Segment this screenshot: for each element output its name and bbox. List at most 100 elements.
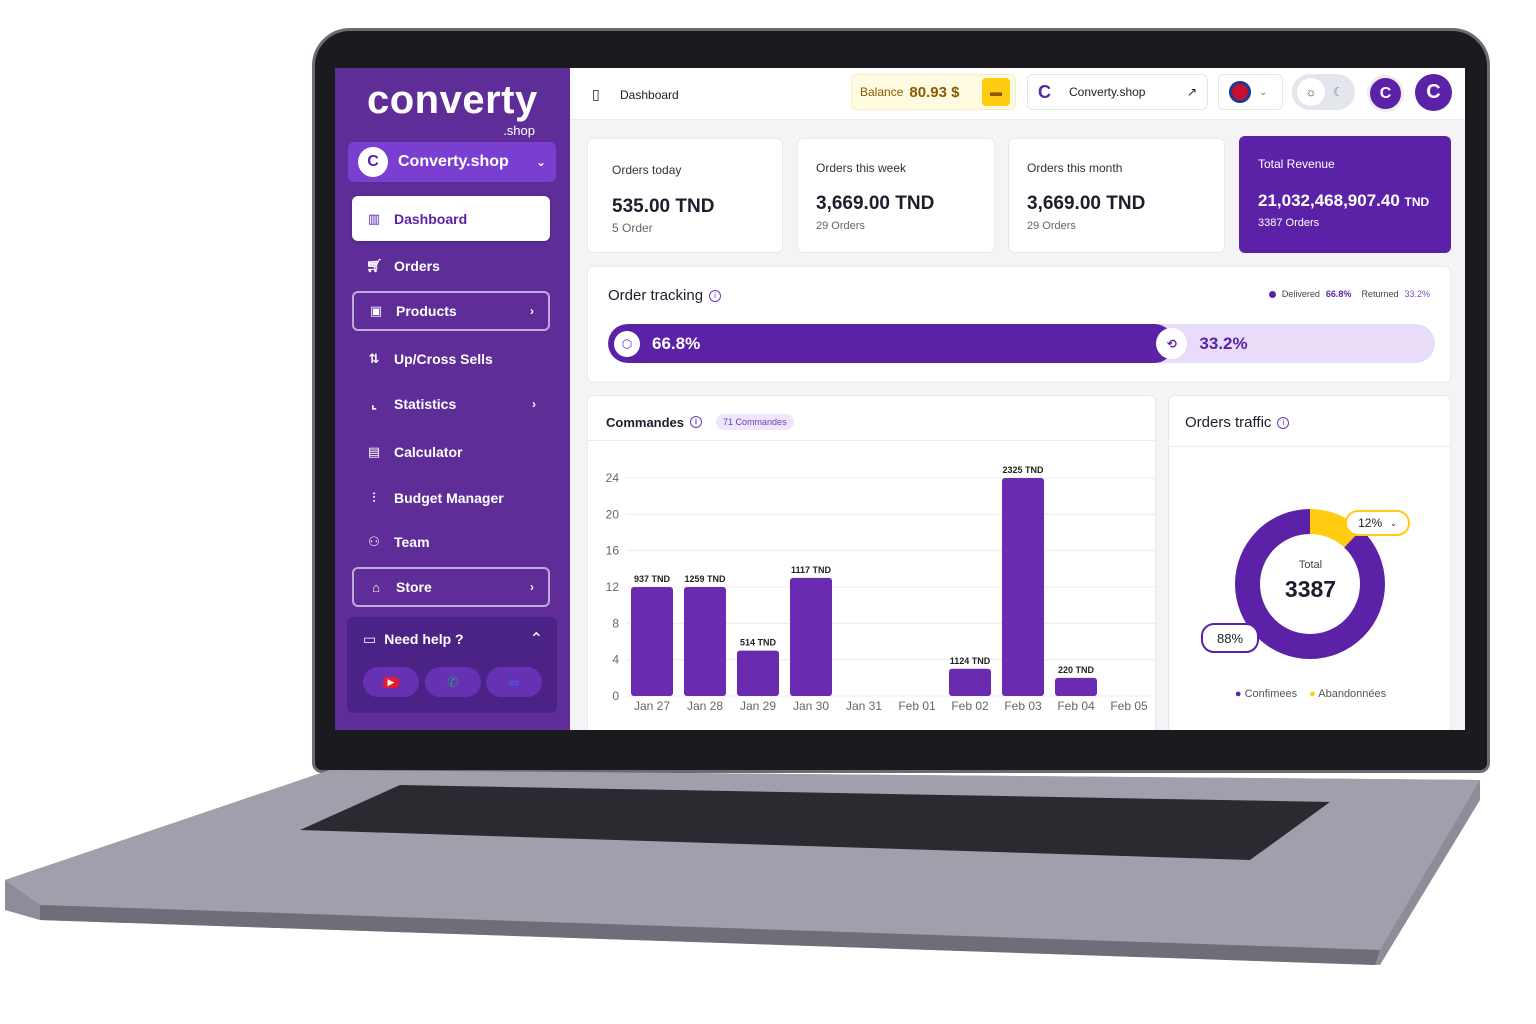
sidebar-item-calculator[interactable]: ▤ Calculator [352, 432, 550, 472]
chevron-up-icon[interactable]: ⌃ [529, 631, 543, 648]
user-avatar[interactable]: C [1415, 74, 1452, 111]
chevron-right-icon: › [530, 580, 534, 594]
store-selector[interactable]: C Converty.shop ⌄ [348, 142, 556, 182]
upsell-cart-icon: ⇅ [368, 351, 380, 366]
kpi-label: Orders today [612, 163, 682, 177]
bar-chart-icon: ▥ [367, 210, 381, 226]
sidebar: converty .shop C Converty.shop ⌄ ▥ Dashboard… [335, 68, 570, 730]
whatsapp-button[interactable]: ✆ [425, 667, 481, 697]
x-tick-label: Jan 27 [634, 699, 670, 713]
orders-traffic-card: Orders traffic i Total 3387 12% ⌄ 88% ● Co… [1168, 395, 1452, 730]
logo-text: converty [367, 78, 538, 122]
store-avatar: C [358, 147, 388, 177]
wallet-icon[interactable]: ▬ [982, 78, 1010, 106]
kpi-value: 535.00 TND [612, 196, 715, 217]
returned-value: 33.2% [1199, 333, 1248, 353]
bar [1055, 677, 1097, 696]
bar-data-label: 1124 TND [950, 656, 991, 666]
kpi-orders-week: Orders this week 3,669.00 TND 29 Orders [797, 138, 995, 253]
kpi-orders-month: Orders this month 3,669.00 TND 29 Orders [1008, 138, 1225, 253]
sidebar-item-team[interactable]: ⚇ Team [352, 522, 550, 562]
sidebar-item-upsells[interactable]: ⇅ Up/Cross Sells [352, 339, 550, 379]
balance-label: Balance [860, 85, 904, 99]
bar [631, 587, 673, 696]
video-icon: ▭ [363, 631, 377, 647]
confirmed-pct-badge: 88% [1201, 623, 1259, 653]
abandoned-pct-badge[interactable]: 12% ⌄ [1345, 510, 1410, 536]
label: Orders [394, 258, 440, 274]
top-header: ▯ Dashboard Balance 80.93 $ ▬ C Converty… [570, 68, 1465, 120]
store-icon: ⌂ [372, 579, 380, 595]
label: Calculator [394, 444, 463, 460]
users-icon: ⚇ [368, 534, 380, 549]
label: Statistics [394, 396, 457, 412]
label: Dashboard [394, 210, 468, 227]
y-tick-label: 12 [606, 580, 620, 594]
x-tick-label: Feb 05 [1110, 699, 1148, 713]
tracking-progress-bar: ⬡ 66.8% ⟲ 33.2% [608, 324, 1435, 363]
sidebar-toggle-icon[interactable]: ▯ [592, 86, 600, 102]
laptop-base [5, 770, 1480, 965]
chevron-down-icon: ⌄ [535, 155, 546, 169]
bar [737, 650, 779, 696]
sliders-icon: ⫶ [372, 490, 376, 505]
legend-abandoned: ● Abandonnées [1309, 688, 1387, 700]
bar-data-label: 514 TND [740, 638, 777, 648]
commandes-badge: 71 Commandes [716, 414, 794, 430]
card-title: Orders traffic [1185, 414, 1272, 431]
sidebar-item-store[interactable]: ⌂ Store › [352, 567, 550, 607]
logo-sub: .shop [503, 123, 535, 138]
donut-legend: ● Confimees ● Abandonnées [1169, 688, 1452, 700]
meta-icon: ∞ [509, 674, 519, 690]
store-name: Converty.shop [398, 153, 509, 170]
badge-value: 88% [1216, 630, 1244, 646]
legend-dot [1268, 290, 1276, 298]
sidebar-item-products[interactable]: ▣ Products › [352, 291, 550, 331]
moon-icon[interactable]: ☾ [1333, 85, 1344, 99]
chevron-right-icon: › [530, 304, 534, 318]
bar-data-label: 2325 TND [1002, 465, 1044, 475]
bar-data-label: 220 TND [1058, 665, 1095, 675]
sidebar-item-budget-manager[interactable]: ⫶ Budget Manager [352, 478, 550, 518]
bar-data-label: 937 TND [634, 574, 671, 584]
cart-icon: 🛒︎ [366, 258, 383, 273]
balance-value: 80.93 $ [909, 83, 960, 101]
youtube-button[interactable]: ▶ [363, 667, 419, 697]
meta-button[interactable]: ∞ [486, 667, 542, 697]
uk-flag-icon [1229, 81, 1251, 103]
package-icon: ⬡ [614, 331, 640, 357]
x-tick-label: Feb 02 [951, 699, 989, 713]
logo: converty .shop [367, 80, 537, 142]
y-tick-label: 24 [606, 471, 620, 485]
kpi-total-revenue: Total Revenue 21,032,468,907.40 TND 3387… [1239, 136, 1451, 253]
orders-traffic-donut [1235, 509, 1385, 659]
sidebar-item-statistics[interactable]: ⌞ Statistics › [352, 384, 550, 424]
x-tick-label: Feb 01 [898, 699, 936, 713]
calculator-icon: ▤ [367, 444, 381, 459]
info-icon[interactable]: i [1277, 417, 1290, 430]
card-title: Commandes [606, 414, 685, 430]
return-icon: ⟲ [1156, 328, 1188, 359]
sun-icon[interactable]: ☼ [1297, 78, 1325, 106]
x-tick-label: Jan 31 [846, 699, 882, 713]
keyboard [300, 785, 1330, 860]
line-chart-icon: ⌞ [370, 396, 378, 411]
y-tick-label: 16 [606, 544, 620, 558]
whatsapp-icon: ✆ [447, 673, 459, 690]
sidebar-item-dashboard[interactable]: ▥ Dashboard [352, 196, 550, 241]
theme-toggle[interactable]: ☼ ☾ [1292, 74, 1355, 110]
info-icon[interactable]: i [690, 416, 703, 428]
help-panel: ▭ Need help ? ⌃ ▶ ✆ ∞ [347, 617, 557, 713]
store-avatar-button[interactable]: C [1367, 75, 1404, 112]
language-select[interactable]: ⌄ [1218, 74, 1283, 110]
balance-box: Balance 80.93 $ ▬ [851, 74, 1016, 110]
kpi-value: 3,669.00 TND [816, 193, 935, 214]
info-icon[interactable]: i [709, 290, 722, 303]
youtube-icon: ▶ [382, 676, 400, 688]
kpi-sub: 3387 Orders [1258, 217, 1320, 229]
sidebar-item-orders[interactable]: 🛒︎ Orders [352, 246, 550, 286]
kpi-label: Orders this month [1027, 161, 1123, 175]
help-toggle[interactable]: ▭ Need help ? [363, 631, 464, 648]
legend-returned-value: 33.2% [1404, 289, 1430, 299]
store-link[interactable]: C Converty.shop ↗ [1027, 74, 1208, 110]
